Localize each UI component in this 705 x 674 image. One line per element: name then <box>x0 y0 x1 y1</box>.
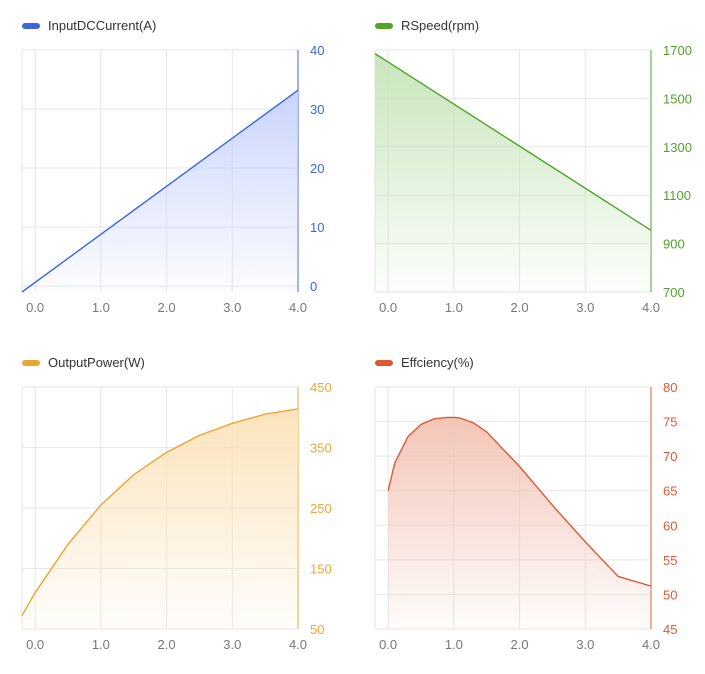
rspeed-chart: RSpeed(rpm) 0.0 1.0 2.0 3.0 4.0 700 900 1100 130… <box>353 0 705 337</box>
x-tick-label: 3.0 <box>576 637 594 652</box>
legend-label: Effciency(%) <box>401 355 474 370</box>
output-power-chart: OutputPower(W) 0.0 1.0 2.0 3.0 4.0 50 150 250 35… <box>0 337 352 674</box>
x-tick-label: 3.0 <box>576 300 594 315</box>
x-tick-label: 2.0 <box>158 637 176 652</box>
legend-label: RSpeed(rpm) <box>401 18 480 33</box>
legend[interactable]: InputDCCurrent(A) <box>22 18 156 33</box>
y-tick-label: 0 <box>310 279 317 294</box>
y-tick-label: 55 <box>663 553 677 568</box>
x-tick-label: 4.0 <box>642 300 660 315</box>
efficiency-chart: Effciency(%) 0.0 1.0 2.0 3.0 4.0 45 50 55 60 65 70… <box>353 337 705 674</box>
input-dc-current-chart: InputDCCurrent(A) 0.0 1.0 2.0 3.0 4.0 0 10 20 30… <box>0 0 352 337</box>
y-tick-label: 75 <box>663 415 677 430</box>
x-tick-label: 3.0 <box>223 637 241 652</box>
chart-plot: 0.0 1.0 2.0 3.0 4.00 10 20 30 40 <box>21 43 324 315</box>
series-area <box>375 53 651 292</box>
chart-plot: 0.0 1.0 2.0 3.0 4.045 50 55 60 65 70 75 80 <box>374 380 677 652</box>
y-tick-label: 900 <box>663 237 685 252</box>
y-tick-label: 1100 <box>663 188 691 203</box>
x-tick-label: 4.0 <box>289 637 307 652</box>
y-tick-label: 60 <box>663 518 677 533</box>
x-tick-label: 0.0 <box>379 300 397 315</box>
x-tick-label: 1.0 <box>92 637 110 652</box>
y-tick-label: 80 <box>663 380 677 395</box>
x-tick-label: 2.0 <box>511 637 529 652</box>
y-tick-label: 20 <box>310 161 324 176</box>
legend[interactable]: Effciency(%) <box>375 355 474 370</box>
y-tick-label: 70 <box>663 449 677 464</box>
chart-plot: 0.0 1.0 2.0 3.0 4.050 150 250 350 450 <box>21 380 332 652</box>
y-tick-label: 150 <box>310 562 332 577</box>
x-tick-label: 2.0 <box>511 300 529 315</box>
series-line <box>21 89 299 293</box>
y-tick-label: 350 <box>310 441 332 456</box>
x-tick-label: 2.0 <box>158 300 176 315</box>
x-tick-label: 0.0 <box>26 300 44 315</box>
series-area <box>22 408 298 629</box>
y-tick-label: 450 <box>310 380 332 395</box>
y-tick-label: 45 <box>663 622 677 637</box>
y-tick-label: 30 <box>310 102 324 117</box>
legend-swatch <box>375 359 393 366</box>
y-tick-label: 65 <box>663 484 677 499</box>
legend-swatch <box>22 22 40 29</box>
y-tick-label: 50 <box>310 622 324 637</box>
series-line <box>374 53 652 231</box>
y-tick-label: 700 <box>663 285 685 300</box>
y-tick-label: 1300 <box>663 140 692 155</box>
x-tick-label: 3.0 <box>223 300 241 315</box>
legend-swatch <box>22 359 40 366</box>
legend[interactable]: OutputPower(W) <box>22 355 145 370</box>
series-area <box>388 417 651 629</box>
x-tick-label: 4.0 <box>289 300 307 315</box>
series-line <box>387 416 652 587</box>
y-tick-label: 40 <box>310 43 324 58</box>
y-tick-label: 50 <box>663 587 677 602</box>
x-tick-label: 0.0 <box>26 637 44 652</box>
x-tick-label: 1.0 <box>445 637 463 652</box>
y-tick-label: 10 <box>310 220 324 235</box>
legend[interactable]: RSpeed(rpm) <box>375 18 479 33</box>
legend-label: OutputPower(W) <box>48 355 145 370</box>
series-line <box>21 408 299 617</box>
legend-swatch <box>375 22 393 29</box>
x-tick-label: 1.0 <box>92 300 110 315</box>
y-tick-label: 1500 <box>663 91 692 106</box>
y-tick-label: 1700 <box>663 43 692 58</box>
legend-label: InputDCCurrent(A) <box>48 18 157 33</box>
x-tick-label: 0.0 <box>379 637 397 652</box>
x-tick-label: 1.0 <box>445 300 463 315</box>
x-tick-label: 4.0 <box>642 637 660 652</box>
y-tick-label: 250 <box>310 501 332 516</box>
